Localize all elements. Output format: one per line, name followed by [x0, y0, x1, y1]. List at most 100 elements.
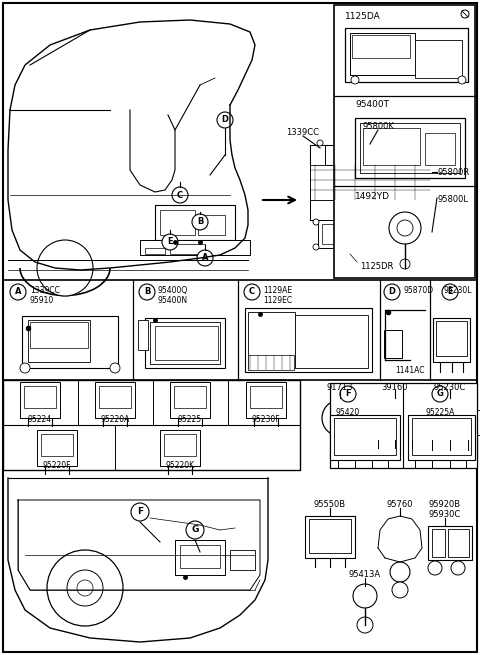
- Circle shape: [351, 76, 359, 84]
- Bar: [415, 145, 430, 220]
- Bar: [334, 5, 475, 278]
- Text: 1141AC: 1141AC: [395, 366, 424, 375]
- Bar: [138, 320, 148, 350]
- Text: 95420: 95420: [336, 408, 360, 417]
- Bar: [305, 516, 355, 558]
- Text: 95230L: 95230L: [443, 286, 471, 295]
- Text: 95220A: 95220A: [100, 415, 130, 424]
- Circle shape: [357, 140, 363, 146]
- Bar: [30, 322, 88, 348]
- Text: 95800R: 95800R: [437, 168, 469, 177]
- Circle shape: [458, 76, 466, 84]
- Circle shape: [192, 214, 208, 230]
- Text: 1492YD: 1492YD: [355, 192, 390, 201]
- Bar: [425, 398, 475, 440]
- Bar: [230, 550, 255, 570]
- Text: 95930C: 95930C: [429, 510, 461, 519]
- Circle shape: [340, 386, 356, 402]
- Text: 95220K: 95220K: [166, 460, 194, 470]
- Bar: [248, 355, 294, 370]
- Bar: [425, 133, 455, 165]
- Bar: [246, 382, 286, 418]
- Text: 95230C: 95230C: [434, 383, 466, 392]
- Bar: [352, 35, 410, 58]
- Bar: [155, 205, 235, 240]
- Circle shape: [384, 284, 400, 300]
- Bar: [370, 398, 420, 440]
- Bar: [41, 434, 73, 456]
- Circle shape: [451, 561, 465, 575]
- Text: F: F: [137, 508, 143, 517]
- Circle shape: [217, 112, 233, 128]
- Bar: [145, 318, 225, 368]
- Bar: [428, 526, 472, 560]
- Text: B: B: [197, 217, 203, 227]
- Bar: [415, 410, 425, 435]
- Bar: [310, 165, 430, 200]
- Text: 95800K: 95800K: [362, 122, 394, 131]
- Text: 95413A: 95413A: [349, 570, 381, 579]
- Bar: [3, 380, 300, 470]
- Circle shape: [10, 284, 26, 300]
- Bar: [140, 240, 250, 255]
- Circle shape: [397, 220, 413, 236]
- Circle shape: [392, 582, 408, 598]
- Text: 91713: 91713: [327, 383, 353, 392]
- Bar: [310, 200, 430, 220]
- Bar: [374, 402, 416, 435]
- Circle shape: [313, 244, 319, 250]
- Text: 95225: 95225: [178, 415, 202, 424]
- Circle shape: [172, 187, 188, 203]
- Text: 1339CC: 1339CC: [30, 286, 60, 295]
- Text: 95760: 95760: [387, 500, 413, 509]
- Bar: [363, 128, 420, 165]
- Text: 95230F: 95230F: [252, 415, 280, 424]
- Circle shape: [389, 212, 421, 244]
- Bar: [160, 430, 200, 466]
- Bar: [150, 322, 220, 364]
- Text: 39160: 39160: [382, 383, 408, 392]
- Text: F: F: [345, 390, 351, 398]
- Text: D: D: [388, 288, 396, 297]
- Bar: [170, 382, 210, 418]
- Text: 95225A: 95225A: [425, 408, 455, 417]
- Text: 1339CC: 1339CC: [287, 128, 320, 137]
- Bar: [330, 415, 400, 460]
- Bar: [310, 145, 325, 220]
- Bar: [360, 123, 460, 173]
- Text: 95920B: 95920B: [429, 500, 461, 509]
- Bar: [309, 519, 351, 553]
- Bar: [415, 40, 462, 78]
- Bar: [355, 118, 465, 178]
- Bar: [20, 382, 60, 418]
- Text: 95220F: 95220F: [43, 460, 71, 470]
- Bar: [95, 382, 135, 418]
- Circle shape: [322, 400, 358, 436]
- Text: C: C: [177, 191, 183, 200]
- Bar: [250, 386, 282, 408]
- Circle shape: [67, 570, 103, 606]
- Bar: [384, 330, 402, 358]
- Text: E: E: [167, 238, 173, 246]
- Text: 95800L: 95800L: [437, 195, 468, 204]
- Bar: [99, 386, 131, 408]
- Bar: [28, 320, 90, 362]
- Circle shape: [390, 562, 410, 582]
- Bar: [318, 220, 422, 248]
- Text: 95400Q: 95400Q: [158, 286, 188, 295]
- Text: E: E: [447, 288, 453, 297]
- Bar: [164, 434, 196, 456]
- Circle shape: [407, 140, 413, 146]
- Circle shape: [353, 584, 377, 608]
- Bar: [433, 318, 470, 362]
- Circle shape: [461, 10, 469, 18]
- Bar: [350, 33, 415, 75]
- Circle shape: [442, 284, 458, 300]
- Bar: [448, 529, 469, 557]
- Text: 95400T: 95400T: [355, 100, 389, 109]
- Bar: [345, 28, 468, 82]
- Text: C: C: [249, 288, 255, 297]
- Bar: [22, 316, 118, 368]
- Bar: [245, 308, 372, 372]
- Circle shape: [432, 386, 448, 402]
